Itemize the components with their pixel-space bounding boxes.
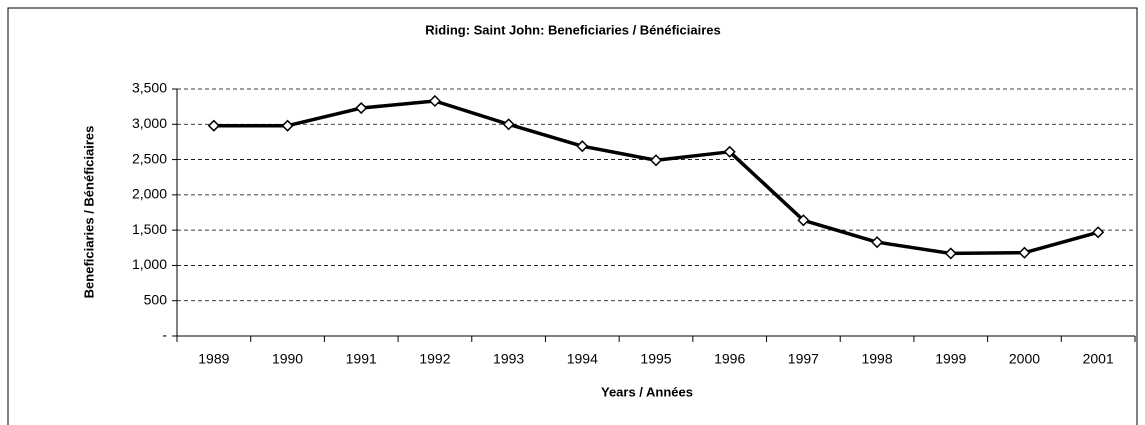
data-line [213, 99, 1099, 256]
data-point [355, 101, 368, 115]
x-tick-label: 2001 [1083, 351, 1114, 367]
chart-title: Riding: Saint John: Beneficiaries / Béné… [425, 22, 720, 37]
data-point [576, 140, 589, 153]
y-tick-label: 3,000 [132, 115, 167, 131]
data-point [428, 94, 441, 108]
y-tick-label: 500 [144, 291, 168, 307]
data-point [649, 154, 663, 167]
y-tick-label: 1,000 [132, 256, 167, 272]
x-tick-label: 1994 [567, 351, 598, 367]
x-axis-label: Years / Années [601, 384, 693, 399]
y-axis-label: Beneficiaries / Bénéficiaires [81, 126, 96, 299]
data-point [1092, 226, 1105, 239]
data-point [723, 145, 736, 158]
x-tick-label: 1997 [788, 351, 819, 367]
data-point [871, 236, 884, 249]
x-tick-label: 1991 [346, 351, 377, 367]
x-tick-label: 1989 [198, 351, 229, 367]
data-point [1018, 246, 1031, 259]
y-tick-label: 2,500 [132, 150, 167, 166]
x-tick-label: 1995 [640, 351, 671, 367]
x-tick-label: 1996 [714, 351, 745, 367]
x-tick-label: 1993 [493, 351, 524, 367]
data-point [281, 119, 294, 132]
data-point [797, 214, 810, 227]
x-tick-label: 1998 [861, 351, 892, 367]
x-tick-label: 1999 [935, 351, 966, 367]
x-tick-label: 1992 [419, 351, 450, 367]
y-tick-label: 3,500 [132, 80, 167, 96]
y-tick-label: - [162, 327, 167, 343]
chart-border [7, 7, 1138, 425]
data-point [207, 119, 220, 132]
data-point [944, 247, 957, 260]
y-tick-label: 2,000 [132, 186, 167, 202]
x-tick-label: 2000 [1009, 351, 1040, 367]
y-tick-label: 1,500 [132, 221, 167, 237]
x-tick-label: 1990 [272, 351, 303, 367]
data-point [502, 118, 515, 131]
